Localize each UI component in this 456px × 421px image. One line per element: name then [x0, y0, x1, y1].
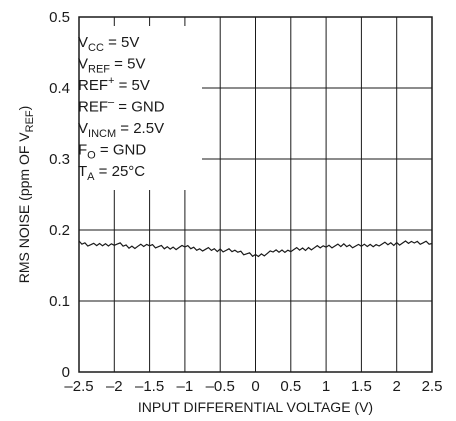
x-tick-label: 1.5 — [351, 378, 372, 395]
x-tick-label: –2 — [106, 378, 123, 395]
x-tick-label: –0.5 — [206, 378, 235, 395]
x-tick-label: 0 — [251, 378, 259, 395]
x-axis-label: INPUT DIFFERENTIAL VOLTAGE (V) — [138, 399, 373, 415]
y-tick-label: 0 — [62, 364, 70, 381]
x-tick-label: –1.5 — [135, 378, 164, 395]
x-tick-label: 2.5 — [422, 378, 443, 395]
y-tick-label: 0.4 — [49, 80, 70, 97]
conditions-box-background — [72, 26, 202, 190]
rms-noise-series-line — [78, 240, 433, 258]
plot-frame — [78, 16, 433, 373]
condition-line: REF– = GND — [78, 97, 165, 116]
y-tick-label: 0.5 — [49, 9, 70, 26]
y-tick-label: 0.3 — [49, 151, 70, 168]
y-tick-label: 0.1 — [49, 293, 70, 310]
x-tick-labels: –2.5 –2 –1.5 –1 –0.5 0 0.5 1 1.5 2 2.5 — [64, 378, 442, 395]
x-tick-label: –1 — [177, 378, 194, 395]
y-axis-label: RMS NOISE (ppm OF VREF) — [16, 106, 36, 284]
condition-line: REF+ = 5V — [78, 75, 150, 94]
condition-line: VCC = 5V — [78, 34, 139, 54]
condition-line: VINCM = 2.5V — [78, 120, 164, 140]
x-tick-label: 0.5 — [280, 378, 301, 395]
condition-line: TA = 25°C — [78, 163, 145, 183]
x-tick-label: 1 — [322, 378, 330, 395]
condition-line: VREF = 5V — [78, 56, 145, 76]
y-tick-labels: 0 0.1 0.2 0.3 0.4 0.5 — [49, 9, 70, 381]
condition-line: FO = GND — [78, 142, 146, 162]
y-tick-label: 0.2 — [49, 222, 70, 239]
x-tick-label: 2 — [393, 378, 401, 395]
x-tick-label: –2.5 — [64, 378, 93, 395]
